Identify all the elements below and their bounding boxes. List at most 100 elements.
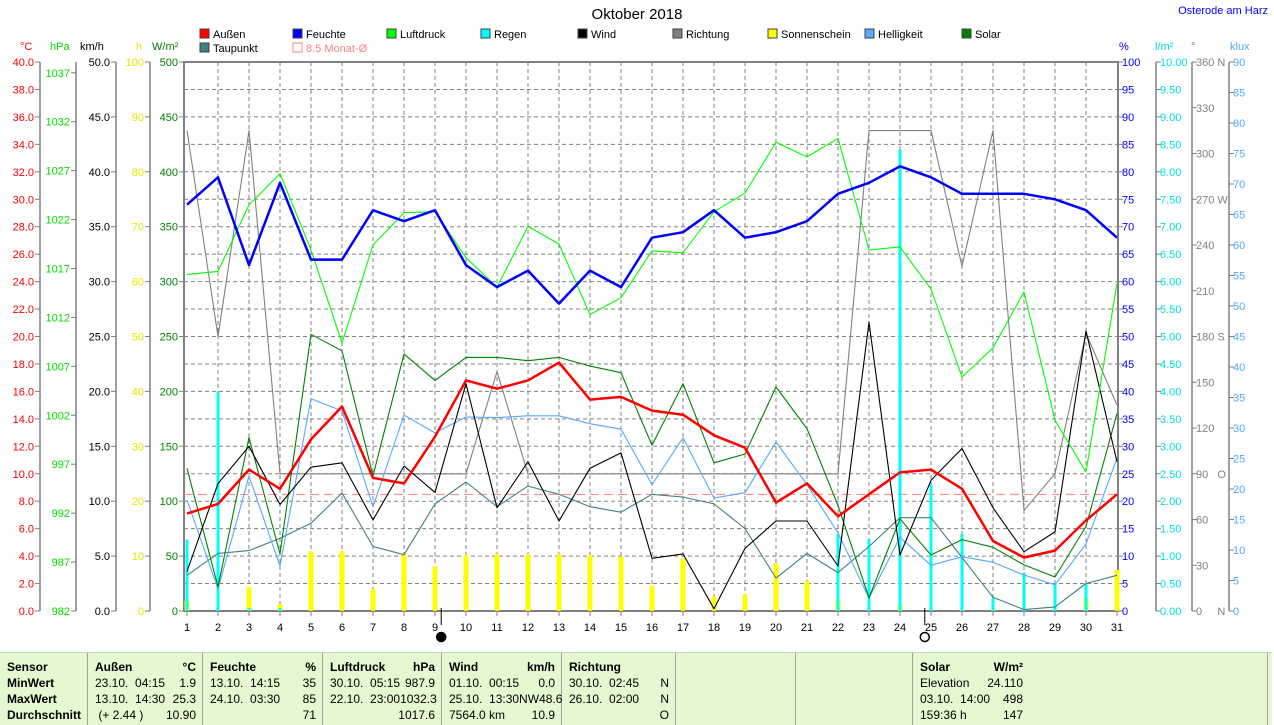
legend-label: Solar	[975, 29, 1001, 41]
axis-tick-label: 80	[1122, 167, 1134, 179]
axis-tick-label: 30	[1196, 560, 1208, 572]
column-header: Solar W/m²	[920, 659, 1023, 675]
axis-tick-label: 50	[1122, 332, 1134, 344]
cell-time: 30.10. 05:15	[330, 676, 401, 690]
sonnenschein-bar	[587, 555, 593, 611]
axis-tick-label: 1012	[46, 312, 70, 324]
table-row: 7564.0 km 10.9	[449, 707, 555, 723]
axis-tick-label: 35	[1233, 393, 1245, 405]
axis-tick-label: 60	[1233, 240, 1245, 252]
helligkeit-line	[186, 398, 1118, 599]
axis-tick-label: 0.0	[19, 606, 34, 618]
axis-tick-label: 50	[1233, 301, 1245, 313]
sensor-row-label: MinWert	[7, 676, 55, 690]
cell-time: 7564.0 km	[449, 708, 506, 722]
sonnenschein-bar	[525, 553, 531, 611]
axis-tick-label: 20.0	[89, 386, 110, 398]
axis-unit-label: l/m²	[1155, 41, 1174, 53]
axis-tick-label: 70	[1122, 222, 1134, 234]
x-axis-tick-label: 20	[770, 622, 782, 634]
sonnenschein-bar	[463, 555, 469, 611]
axis-tick-label: 10	[1233, 545, 1245, 557]
legend-swatch	[199, 42, 210, 53]
x-axis-tick-label: 14	[584, 622, 596, 634]
axis-tick-label: 65	[1233, 210, 1245, 222]
axis-tick-label: 270 W	[1196, 194, 1228, 206]
axis-tick-label: 12.0	[13, 441, 34, 453]
axis-tick-label: 45.0	[89, 112, 110, 124]
column-name: Solar	[920, 660, 951, 674]
axis-tick-label: 0 N	[1196, 606, 1225, 618]
axis-tick-label: 150	[1196, 377, 1214, 389]
chart-title: Oktober 2018	[591, 6, 683, 23]
axis-tick-label: 55	[1233, 271, 1245, 283]
axis-tick-label: 400	[160, 167, 178, 179]
axis-tick-label: 60	[1196, 515, 1208, 527]
x-axis-tick-label: 2	[215, 622, 221, 634]
axis-unit-label: W/m²	[152, 41, 179, 53]
new-moon-icon	[919, 631, 931, 643]
axis-tick-label: 60	[1122, 277, 1134, 289]
table-row: 03.10. 14:00 498	[920, 691, 1023, 707]
legend-swatch	[864, 28, 875, 39]
x-axis-tick-label: 13	[553, 622, 565, 634]
axis-tick-label: 18.0	[13, 359, 34, 371]
axis-tick-label: 1027	[46, 166, 70, 178]
axis-tick-label: 1032	[46, 117, 70, 129]
axis-tick-label: 0.0	[95, 606, 110, 618]
table-row: 26.10. 02:00 N	[569, 691, 669, 707]
regen-bar	[898, 149, 902, 611]
axis-tick-label: 0.50	[1160, 579, 1181, 591]
x-axis-tick-label: 27	[987, 622, 999, 634]
axis-tick-label: 3.50	[1160, 414, 1181, 426]
axis-tick-label: 9.00	[1160, 112, 1181, 124]
axis-tick-label: 0	[138, 606, 144, 618]
axis-tick-label: 26.0	[13, 249, 34, 261]
cell-value: O	[659, 708, 669, 722]
x-axis-tick-label: 11	[491, 622, 502, 634]
table-row: 23.10. 04:15 1.9	[95, 675, 196, 691]
x-axis-tick-label: 9	[432, 622, 438, 634]
x-axis-tick-label: 7	[370, 622, 376, 634]
axis-tick-label: 16.0	[13, 386, 34, 398]
axis-tick-label: 4.0	[19, 551, 34, 563]
axis-tick-label: 20	[1233, 484, 1245, 496]
regen-bar	[960, 534, 964, 611]
column-header: Luftdruck hPa	[330, 659, 435, 675]
regen-bar	[1053, 583, 1057, 611]
table-column-richtung: Richtung 30.10. 02:45 N 26.10. 02:00 N O	[562, 653, 676, 725]
axis-tick-label: 40.0	[89, 167, 110, 179]
sonnenschein-bar	[401, 553, 407, 611]
sonnenschein-bar	[804, 580, 810, 611]
axis-tick-label: 1.50	[1160, 524, 1181, 536]
legend-label: Sonnenschein	[781, 29, 851, 41]
axis-tick-label: 5.50	[1160, 304, 1181, 316]
axis-tick-label: 22.0	[13, 304, 34, 316]
richtung-line	[186, 130, 1118, 511]
axis-tick-label: 3.00	[1160, 441, 1181, 453]
cell-time: 22.10. 23:00	[330, 692, 401, 706]
sonnenschein-bar	[680, 558, 686, 611]
axis-tick-label: 70	[1233, 179, 1245, 191]
legend-swatch-month-avg	[292, 42, 303, 53]
axis-tick-label: 60	[132, 277, 144, 289]
regen-bar	[1084, 583, 1088, 611]
axis-tick-label: 300	[160, 277, 178, 289]
x-axis-tick-label: 30	[1080, 622, 1092, 634]
axis-tick-label: 1.00	[1160, 551, 1181, 563]
table-column-aussen: Außen °C 23.10. 04:15 1.9 13.10. 14:30 25.3 (…	[88, 653, 203, 725]
x-axis-tick-label: 12	[522, 622, 534, 634]
sonnenschein-bar	[1114, 569, 1120, 611]
cell-value: 71	[302, 708, 316, 722]
axis-tick-label: 14.0	[13, 414, 34, 426]
cell-time: 13.10. 14:15	[210, 676, 281, 690]
full-moon-icon	[435, 631, 447, 643]
axis-tick-label: 8.0	[19, 496, 34, 508]
legend-label: Richtung	[686, 29, 729, 41]
x-axis-tick-label: 8	[401, 622, 407, 634]
cell-value: 25.3	[172, 692, 196, 706]
solar-line	[186, 333, 1118, 599]
legend-swatch	[386, 28, 397, 39]
axis-tick-label: 1022	[46, 215, 70, 227]
weather-chart: Außen Feuchte Luftdruck Regen Wind Richtung So…	[13, 28, 1250, 643]
